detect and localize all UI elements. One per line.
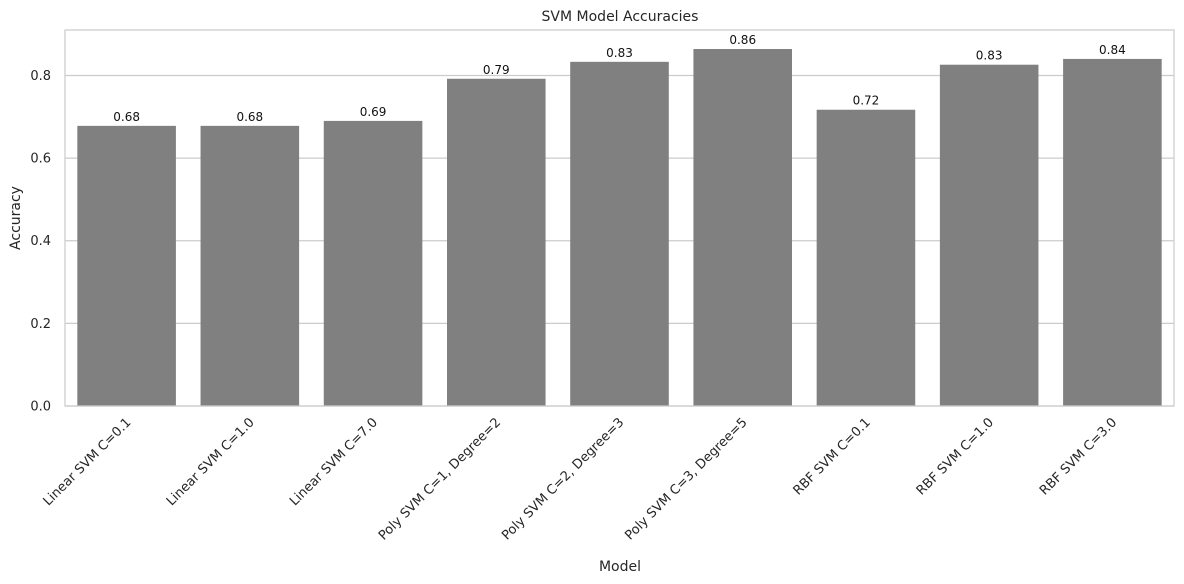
- x-tick-labels: Linear SVM C=0.1 Linear SVM C=1.0 Linear S…: [41, 415, 1121, 543]
- data-label: 0.68: [236, 110, 263, 124]
- bar: [693, 49, 793, 406]
- y-axis-label: Accuracy: [8, 186, 24, 250]
- bar: [939, 64, 1039, 406]
- data-label: 0.79: [483, 63, 510, 77]
- x-tick-label: RBF SVM C=0.1: [791, 415, 874, 498]
- x-tick-label: Poly SVM C=3, Degree=5: [622, 415, 750, 543]
- x-tick-label: Linear SVM C=0.1: [41, 415, 135, 509]
- x-tick-label: Linear SVM C=1.0: [164, 415, 258, 509]
- x-axis-label: Model: [599, 559, 641, 575]
- data-label: 0.68: [113, 110, 140, 124]
- y-tick-label: 0.4: [30, 234, 51, 249]
- bar: [816, 109, 916, 406]
- y-tick-labels: 0.0 0.2 0.4 0.6 0.8: [30, 69, 51, 415]
- y-tick-label: 0.8: [30, 69, 51, 84]
- y-tick-label: 0.6: [30, 152, 51, 167]
- data-label: 0.69: [360, 105, 387, 119]
- bar: [570, 61, 669, 407]
- x-tick-label: Poly SVM C=1, Degree=2: [376, 415, 504, 543]
- bar: [200, 125, 300, 406]
- bars: [77, 49, 1162, 407]
- chart-title: SVM Model Accuracies: [542, 9, 699, 25]
- y-tick-label: 0.0: [30, 400, 51, 415]
- bar: [446, 78, 546, 406]
- x-tick-label: RBF SVM C=3.0: [1037, 415, 1120, 498]
- bar: [77, 125, 176, 406]
- data-label: 0.83: [606, 46, 633, 60]
- data-label: 0.72: [853, 94, 880, 108]
- data-label: 0.84: [1099, 43, 1126, 57]
- data-labels: 0.68 0.68 0.69 0.79 0.83 0.86 0.72 0.83 0.84: [113, 33, 1125, 124]
- x-tick-label: Linear SVM C=7.0: [287, 415, 381, 509]
- y-tick-label: 0.2: [30, 317, 51, 332]
- plot-frame: [64, 29, 1175, 407]
- x-tick-label: Poly SVM C=2, Degree=3: [499, 415, 627, 543]
- bar: [323, 120, 423, 407]
- data-label: 0.83: [976, 49, 1003, 63]
- data-label: 0.86: [729, 33, 756, 47]
- bar: [1063, 58, 1162, 407]
- x-tick-label: RBF SVM C=1.0: [914, 415, 997, 498]
